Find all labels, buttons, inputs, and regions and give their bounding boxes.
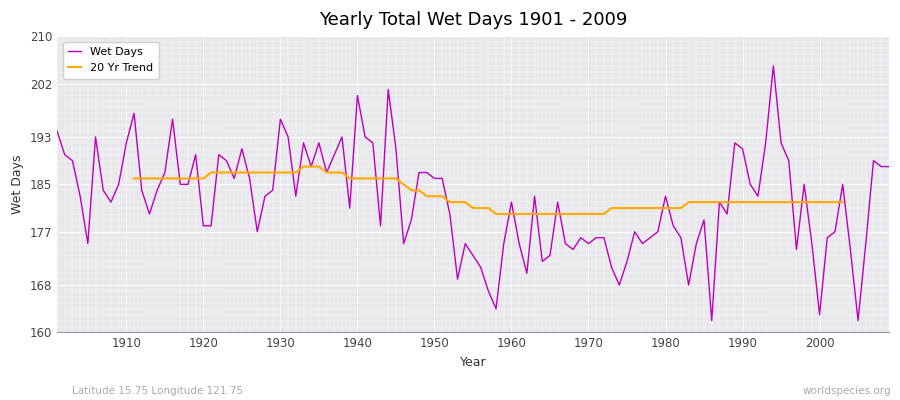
Wet Days	[328, 152, 339, 157]
20 Yr Trend	[298, 164, 309, 169]
20 Yr Trend	[244, 170, 255, 175]
20 Yr Trend	[129, 176, 140, 181]
Y-axis label: Wet Days: Wet Days	[11, 154, 24, 214]
20 Yr Trend	[706, 200, 717, 204]
Legend: Wet Days, 20 Yr Trend: Wet Days, 20 Yr Trend	[63, 42, 159, 79]
X-axis label: Year: Year	[460, 356, 486, 369]
Text: Latitude 15.75 Longitude 121.75: Latitude 15.75 Longitude 121.75	[72, 386, 243, 396]
Wet Days	[706, 318, 717, 323]
Line: 20 Yr Trend: 20 Yr Trend	[134, 166, 842, 214]
Text: worldspecies.org: worldspecies.org	[803, 386, 891, 396]
Wet Days	[598, 235, 609, 240]
Title: Yearly Total Wet Days 1901 - 2009: Yearly Total Wet Days 1901 - 2009	[319, 11, 627, 29]
Wet Days	[506, 200, 517, 204]
Line: Wet Days: Wet Days	[57, 66, 889, 321]
20 Yr Trend	[637, 206, 648, 210]
20 Yr Trend	[221, 170, 232, 175]
Wet Days	[768, 64, 778, 68]
Wet Days	[884, 164, 895, 169]
Wet Days	[113, 182, 124, 187]
20 Yr Trend	[491, 212, 501, 216]
Wet Days	[283, 134, 293, 139]
20 Yr Trend	[499, 212, 509, 216]
20 Yr Trend	[837, 200, 848, 204]
Wet Days	[51, 129, 62, 134]
20 Yr Trend	[275, 170, 286, 175]
Wet Days	[499, 241, 509, 246]
